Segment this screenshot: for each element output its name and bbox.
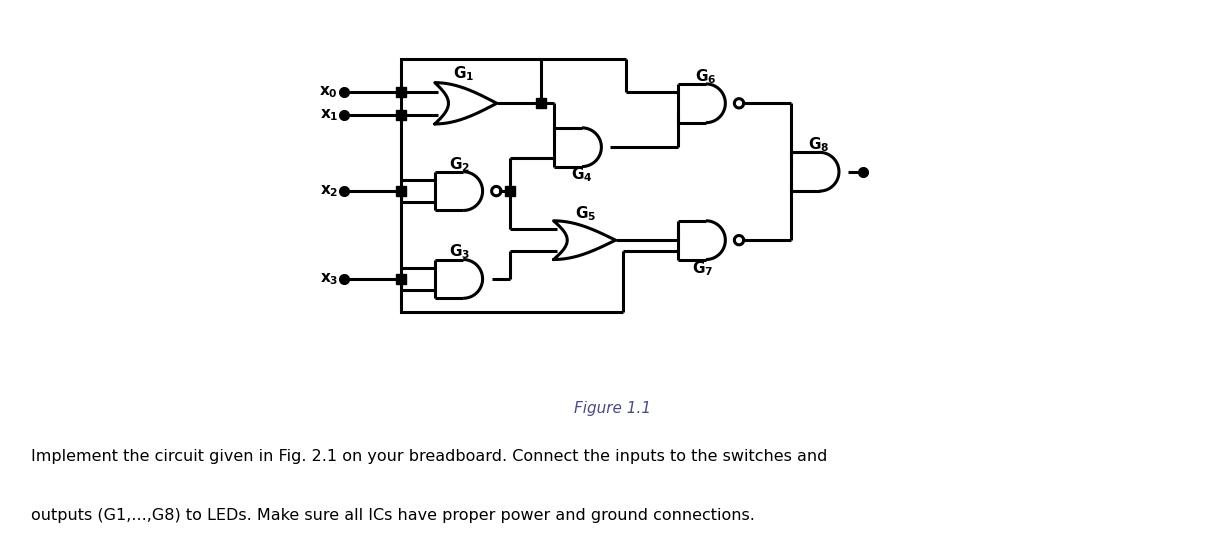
Text: $\mathbf{G_{5}}$: $\mathbf{G_{5}}$	[575, 204, 597, 223]
Text: $\mathbf{G_{3}}$: $\mathbf{G_{3}}$	[449, 243, 471, 261]
Text: Implement the circuit given in Fig. 2.1 on your breadboard. Connect the inputs t: Implement the circuit given in Fig. 2.1 …	[31, 449, 828, 464]
Text: outputs (G1,...,G8) to LEDs. Make sure all ICs have proper power and ground conn: outputs (G1,...,G8) to LEDs. Make sure a…	[31, 508, 754, 523]
Text: $\mathbf{G_{8}}$: $\mathbf{G_{8}}$	[808, 136, 830, 154]
Text: $\mathbf{G_{1}}$: $\mathbf{G_{1}}$	[454, 65, 474, 83]
Text: $\mathbf{G_{7}}$: $\mathbf{G_{7}}$	[691, 259, 714, 278]
Text: $\mathbf{G_{6}}$: $\mathbf{G_{6}}$	[695, 67, 716, 86]
Text: $\mathbf{G_{2}}$: $\mathbf{G_{2}}$	[449, 155, 471, 174]
Text: $\mathbf{x_2}$: $\mathbf{x_2}$	[320, 183, 338, 199]
Text: $\mathbf{x_3}$: $\mathbf{x_3}$	[320, 271, 338, 287]
Text: $\mathbf{G_{4}}$: $\mathbf{G_{4}}$	[570, 166, 592, 185]
Text: Figure 1.1: Figure 1.1	[575, 401, 651, 416]
Text: $\mathbf{x_0}$: $\mathbf{x_0}$	[319, 84, 338, 100]
Text: $\mathbf{x_1}$: $\mathbf{x_1}$	[320, 107, 338, 123]
